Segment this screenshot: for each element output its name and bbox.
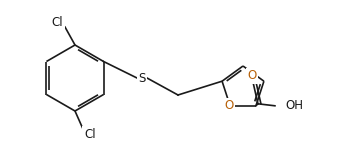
Text: Cl: Cl [84,128,96,140]
Text: O: O [247,69,256,82]
Text: OH: OH [285,99,303,112]
Text: S: S [138,71,146,84]
Text: O: O [224,99,234,112]
Text: Cl: Cl [51,16,63,29]
